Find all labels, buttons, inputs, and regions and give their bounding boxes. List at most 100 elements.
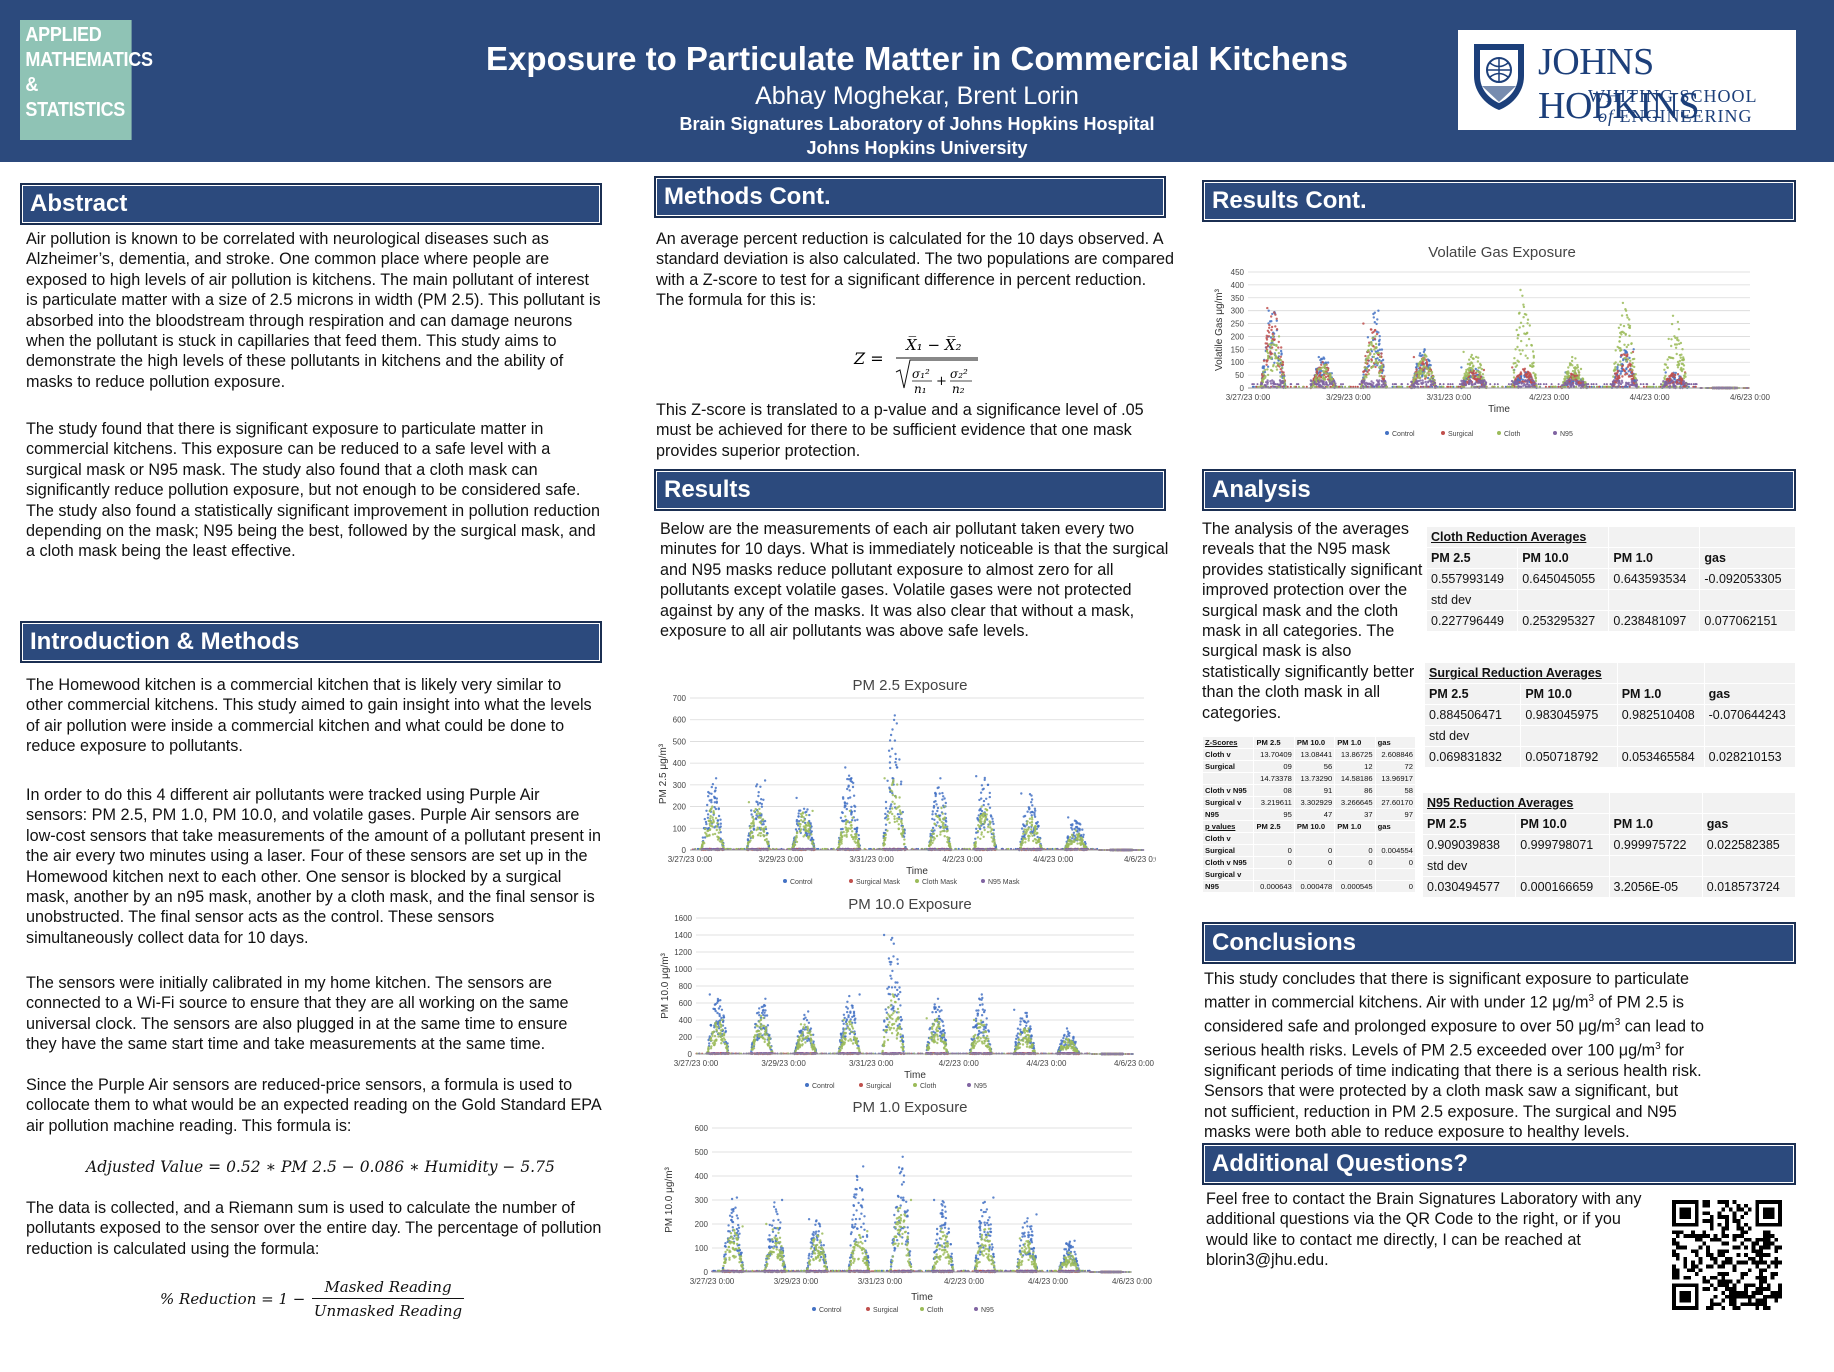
data-point (1070, 842, 1073, 846)
data-point (841, 819, 844, 822)
data-point (840, 840, 843, 843)
data-point (707, 1048, 710, 1051)
data-point (755, 783, 759, 786)
data-point (895, 820, 899, 823)
data-point (718, 1023, 722, 1026)
data-point (852, 837, 855, 841)
data-point (798, 825, 802, 828)
data-point (715, 801, 718, 804)
data-point (1030, 1034, 1033, 1037)
data-point (708, 833, 711, 837)
data-point (857, 842, 860, 845)
data-point (988, 820, 991, 823)
data-point (989, 830, 992, 833)
data-point (718, 840, 722, 843)
x-tick-label: 4/6/23 0:00 (1114, 1059, 1155, 1068)
data-point (900, 822, 904, 825)
data-point (893, 820, 896, 824)
data-point (839, 816, 843, 819)
data-point (935, 1026, 939, 1029)
data-point (725, 1044, 729, 1048)
data-point (801, 1033, 804, 1036)
data-point (721, 842, 725, 846)
data-point (887, 985, 891, 989)
data-point (806, 835, 810, 839)
data-point (759, 822, 763, 825)
data-point (1027, 806, 1030, 809)
data-point (841, 1036, 844, 1039)
data-point (1037, 825, 1040, 828)
data-point (1065, 1045, 1068, 1048)
data-point (800, 1035, 803, 1038)
data-point (898, 805, 901, 808)
data-point (842, 1034, 845, 1037)
data-point (931, 1025, 934, 1029)
data-point (899, 811, 902, 814)
data-point (943, 805, 946, 808)
data-point (856, 1047, 859, 1050)
data-point (806, 1029, 809, 1032)
data-point (845, 833, 848, 837)
data-point (762, 1008, 765, 1012)
data-point (1066, 1030, 1070, 1033)
x-tick-label: 3/31/23 0:00 (849, 1059, 894, 1068)
data-point (986, 830, 990, 834)
data-point (758, 815, 761, 819)
data-point (844, 815, 847, 818)
data-point (807, 830, 810, 833)
data-point (708, 809, 711, 813)
data-point (764, 827, 768, 831)
data-point (814, 1047, 817, 1050)
data-point (1024, 837, 1027, 841)
data-point (934, 794, 937, 798)
data-point (848, 809, 852, 813)
data-point (937, 1017, 941, 1020)
data-point (1019, 1039, 1023, 1042)
data-point (943, 1047, 946, 1050)
data-point (720, 1042, 723, 1045)
data-point (850, 826, 853, 829)
data-point (978, 1003, 982, 1007)
y-axis-label: PM 2.5 μg/m³ (658, 743, 669, 804)
data-point (976, 1014, 979, 1017)
data-point (1024, 1036, 1027, 1040)
data-point (899, 1039, 902, 1043)
data-point (853, 1014, 856, 1017)
data-point (799, 823, 802, 826)
data-point (980, 831, 983, 834)
data-point (755, 785, 758, 788)
data-point (978, 1026, 981, 1029)
data-point (843, 804, 847, 807)
data-point (1075, 825, 1079, 829)
data-point (981, 788, 984, 791)
data-point (895, 722, 898, 725)
data-point (974, 1017, 978, 1020)
data-point (1027, 828, 1030, 831)
data-point (850, 780, 854, 783)
data-point (936, 1038, 940, 1041)
data-point (1027, 1038, 1030, 1042)
data-point (941, 824, 945, 828)
data-point (797, 822, 800, 825)
data-point (891, 812, 894, 816)
data-point (1071, 828, 1074, 831)
data-point (758, 1014, 761, 1017)
data-point (1034, 824, 1037, 828)
data-point (712, 821, 715, 824)
data-point (756, 834, 760, 837)
data-point (856, 818, 859, 821)
data-point (933, 818, 936, 821)
data-point (845, 1005, 848, 1009)
data-point (1027, 1027, 1030, 1030)
data-point (751, 835, 755, 838)
data-point (760, 814, 763, 817)
data-point (936, 1041, 939, 1045)
data-point (1078, 822, 1081, 825)
intro-para-5: The data is collected, and a Riemann sum… (26, 1199, 602, 1258)
data-point (885, 1011, 888, 1014)
data-point (932, 1022, 935, 1026)
data-point (1065, 1037, 1068, 1040)
data-point (846, 1000, 849, 1003)
data-point (887, 992, 890, 996)
data-point (729, 847, 732, 850)
